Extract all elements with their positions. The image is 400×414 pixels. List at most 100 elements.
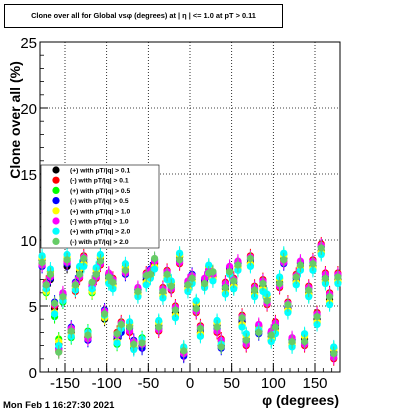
data-point <box>171 314 180 322</box>
x-tick-label: 0 <box>186 375 194 392</box>
data-point <box>71 281 80 289</box>
data-point <box>121 266 130 274</box>
y-tick-label: 5 <box>29 299 37 316</box>
data-point <box>313 312 321 321</box>
legend-marker <box>52 227 60 235</box>
y-tick-label: 25 <box>20 35 37 52</box>
data-points <box>38 236 342 366</box>
data-point <box>334 273 342 281</box>
data-point <box>271 323 280 331</box>
data-point <box>92 270 100 278</box>
x-tick-label: 150 <box>302 375 327 392</box>
timestamp: Mon Feb 1 16:27:30 2021 <box>3 400 115 411</box>
data-point <box>309 260 317 268</box>
data-point <box>321 274 330 282</box>
data-point <box>75 270 84 278</box>
data-point <box>196 332 205 340</box>
data-point <box>284 309 292 317</box>
data-point <box>142 281 150 289</box>
legend-marker <box>52 186 60 194</box>
data-point <box>255 328 263 336</box>
data-point <box>150 254 159 263</box>
data-point <box>80 262 88 270</box>
data-point <box>217 343 225 351</box>
data-point <box>280 256 288 264</box>
data-point <box>292 273 300 281</box>
data-point <box>292 281 300 289</box>
x-tick-label: -50 <box>137 375 159 392</box>
data-point <box>184 281 192 289</box>
data-point <box>225 268 234 276</box>
y-tick-label: 10 <box>20 233 37 250</box>
data-point <box>196 324 205 333</box>
data-point <box>88 278 96 286</box>
x-axis-label: φ (degrees) <box>262 392 339 408</box>
legend-marker <box>52 166 60 174</box>
data-point <box>167 282 175 290</box>
data-point <box>330 349 338 358</box>
legend-label: (+) with pT/|q| > 2.0 <box>70 229 131 236</box>
legend-marker <box>52 197 60 205</box>
data-point <box>150 265 159 273</box>
data-point <box>209 277 217 285</box>
data-point <box>200 279 209 288</box>
data-point <box>180 347 188 355</box>
data-point <box>284 301 292 309</box>
data-point <box>192 297 200 305</box>
data-point <box>325 293 334 301</box>
data-point <box>192 305 200 313</box>
legend-label: (-) with pT/|q| > 2.0 <box>70 239 129 246</box>
data-point <box>238 323 246 331</box>
data-point <box>288 338 296 346</box>
data-point <box>242 336 250 344</box>
data-point <box>109 278 117 286</box>
legend-label: (-) with pT/|q| > 1.0 <box>70 219 129 226</box>
data-point <box>296 261 305 269</box>
data-point <box>246 262 255 270</box>
data-point <box>234 261 242 269</box>
x-tick-label: 100 <box>261 375 286 392</box>
data-point <box>238 314 246 322</box>
data-point <box>42 281 50 289</box>
legend-label: (-) with pT/|q| > 0.1 <box>70 178 129 185</box>
data-point <box>267 331 275 339</box>
data-point <box>146 270 155 278</box>
data-point <box>59 293 67 301</box>
data-point <box>305 286 313 294</box>
data-point <box>175 256 184 264</box>
legend-marker <box>52 237 60 245</box>
data-point <box>84 331 92 339</box>
data-point <box>188 274 196 282</box>
legend-label: (+) with pT/|q| > 0.1 <box>70 168 131 175</box>
data-point <box>300 330 309 338</box>
y-tick-label: 0 <box>29 365 37 382</box>
legend-label: (+) with pT/|q| > 0.5 <box>70 188 131 195</box>
data-point <box>213 323 221 331</box>
data-point <box>46 270 55 278</box>
data-point <box>317 244 325 252</box>
chart-title: Clone over all for Global vsφ (degrees) … <box>4 4 283 28</box>
data-point <box>80 254 88 263</box>
tick-labels: 0 5 10 15 20 25 -150 -100 -50 0 50 100 150 <box>20 35 327 392</box>
data-point <box>155 323 163 331</box>
legend-marker <box>52 207 60 215</box>
legend: (+) with pT/|q| > 0.1 (-) with pT/|q| > 0… <box>40 164 160 249</box>
legend-label: (+) with pT/|q| > 1.0 <box>70 208 131 215</box>
data-point <box>171 306 180 314</box>
legend-box <box>40 164 160 249</box>
legend-marker <box>52 176 60 184</box>
data-point <box>263 297 271 305</box>
data-point <box>159 287 167 296</box>
data-point <box>230 285 238 293</box>
data-point <box>113 339 121 347</box>
data-point <box>63 256 71 264</box>
data-point <box>100 310 109 318</box>
data-point <box>300 338 309 346</box>
data-point <box>205 261 213 269</box>
legend-label: (-) with pT/|q| > 0.5 <box>70 198 129 205</box>
x-tick-label: 50 <box>223 375 240 392</box>
y-tick-label: 15 <box>20 167 37 184</box>
data-point <box>117 320 125 329</box>
data-point <box>67 327 75 335</box>
